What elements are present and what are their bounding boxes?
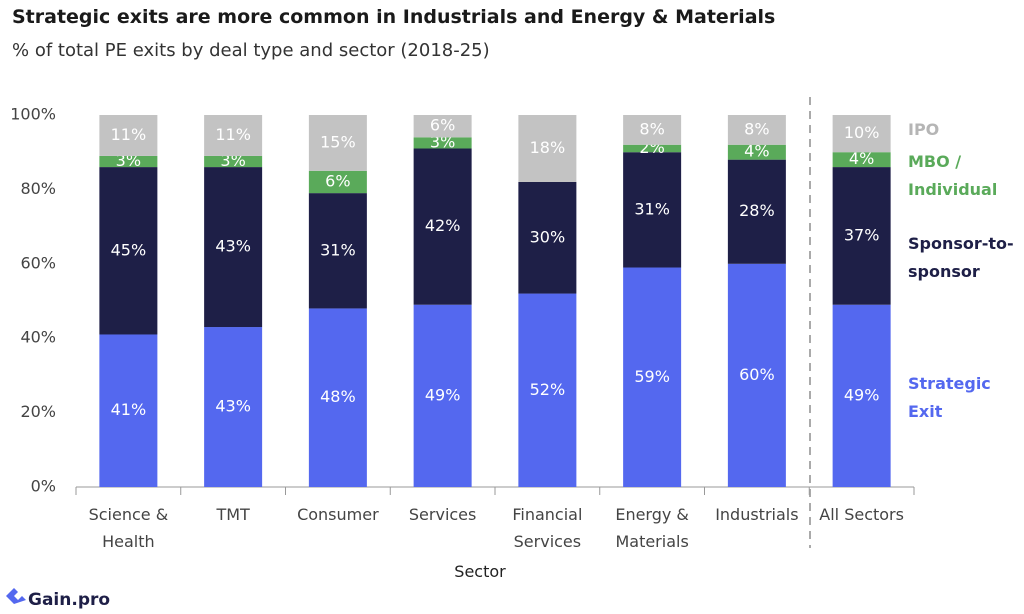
data-label: 4%	[849, 149, 874, 168]
x-tick-label: All Sectors	[819, 505, 904, 524]
x-tick-label: Science & Health	[88, 505, 169, 551]
data-label: 48%	[320, 387, 356, 406]
data-label: 11%	[111, 125, 147, 144]
bar-segment	[727, 159, 786, 264]
bar-segment	[308, 308, 367, 487]
y-tick-label: 100%	[10, 105, 56, 124]
data-label: 41%	[111, 400, 147, 419]
bar-segment	[308, 115, 367, 171]
bar-segment	[413, 148, 472, 305]
bar-segment	[623, 267, 682, 487]
data-label: 49%	[844, 385, 880, 404]
bar-segment	[623, 144, 682, 153]
bar-segment	[308, 170, 367, 194]
data-label: 31%	[634, 199, 670, 218]
bar-segment	[518, 115, 577, 182]
bar-segment	[204, 155, 263, 168]
data-label: 37%	[844, 225, 880, 244]
bar-segment	[727, 263, 786, 487]
data-label: 6%	[325, 171, 350, 190]
y-tick-label: 20%	[20, 402, 56, 421]
data-label: 31%	[320, 240, 356, 259]
bar-segment	[832, 304, 891, 487]
bar-segment	[727, 115, 786, 145]
y-tick-label: 0%	[31, 477, 56, 496]
bar-segment	[832, 152, 891, 168]
legend-label: Strategic Exit	[908, 374, 991, 421]
data-label: 60%	[739, 365, 775, 384]
data-label: 45%	[111, 240, 147, 259]
data-label: 28%	[739, 201, 775, 220]
y-tick-label: 80%	[20, 179, 56, 198]
bar-segment	[623, 152, 682, 268]
legend-label: MBO / Individual	[908, 152, 998, 199]
x-axis-title: Sector	[454, 562, 506, 581]
bar-segment	[204, 327, 263, 487]
y-tick-label: 40%	[20, 328, 56, 347]
data-label: 30%	[530, 227, 566, 246]
legend-label: Sponsor-to-sponsor	[908, 234, 1014, 281]
bar-segment	[413, 115, 472, 138]
bar-segment	[204, 167, 263, 328]
bar-segment	[832, 115, 891, 153]
x-tick-label: Financial Services	[512, 505, 583, 551]
legend-label: IPO	[908, 120, 940, 139]
data-label: 43%	[215, 237, 251, 256]
data-label: 6%	[430, 116, 455, 135]
bar-segment	[99, 115, 158, 156]
bar-segment	[99, 334, 158, 487]
bar-segment	[727, 144, 786, 160]
bar-segment	[204, 115, 263, 156]
bar-segment	[99, 167, 158, 335]
bar-segment	[308, 193, 367, 309]
chart-subtitle: % of total PE exits by deal type and sec…	[12, 40, 490, 61]
data-label: 49%	[425, 385, 461, 404]
x-tick-label: Consumer	[297, 505, 379, 524]
logo	[6, 588, 26, 604]
data-label: 43%	[215, 397, 251, 416]
data-label: 4%	[744, 142, 769, 161]
data-label: 59%	[634, 367, 670, 386]
bar-segment	[413, 304, 472, 487]
x-tick-label: Industrials	[715, 505, 799, 524]
x-tick-label: TMT	[216, 505, 250, 524]
data-label: 18%	[530, 138, 566, 157]
data-label: 11%	[215, 125, 251, 144]
bar-segment	[623, 115, 682, 145]
x-tick-label: Services	[408, 505, 477, 524]
data-label: 15%	[320, 132, 356, 151]
data-label: 8%	[639, 119, 664, 138]
data-label: 8%	[744, 119, 769, 138]
chart-title: Strategic exits are more common in Indus…	[12, 6, 776, 28]
bar-segment	[832, 167, 891, 305]
bar-segment	[518, 181, 577, 294]
data-label: 10%	[844, 123, 880, 142]
source: Gain.pro	[28, 590, 111, 610]
x-tick-label: Energy & Materials	[615, 505, 689, 551]
y-tick-label: 60%	[20, 253, 56, 272]
bar-segment	[518, 293, 577, 487]
data-label: 52%	[530, 380, 566, 399]
bar-segment	[413, 137, 472, 149]
data-label: 42%	[425, 216, 461, 235]
bar-segment	[99, 155, 158, 168]
